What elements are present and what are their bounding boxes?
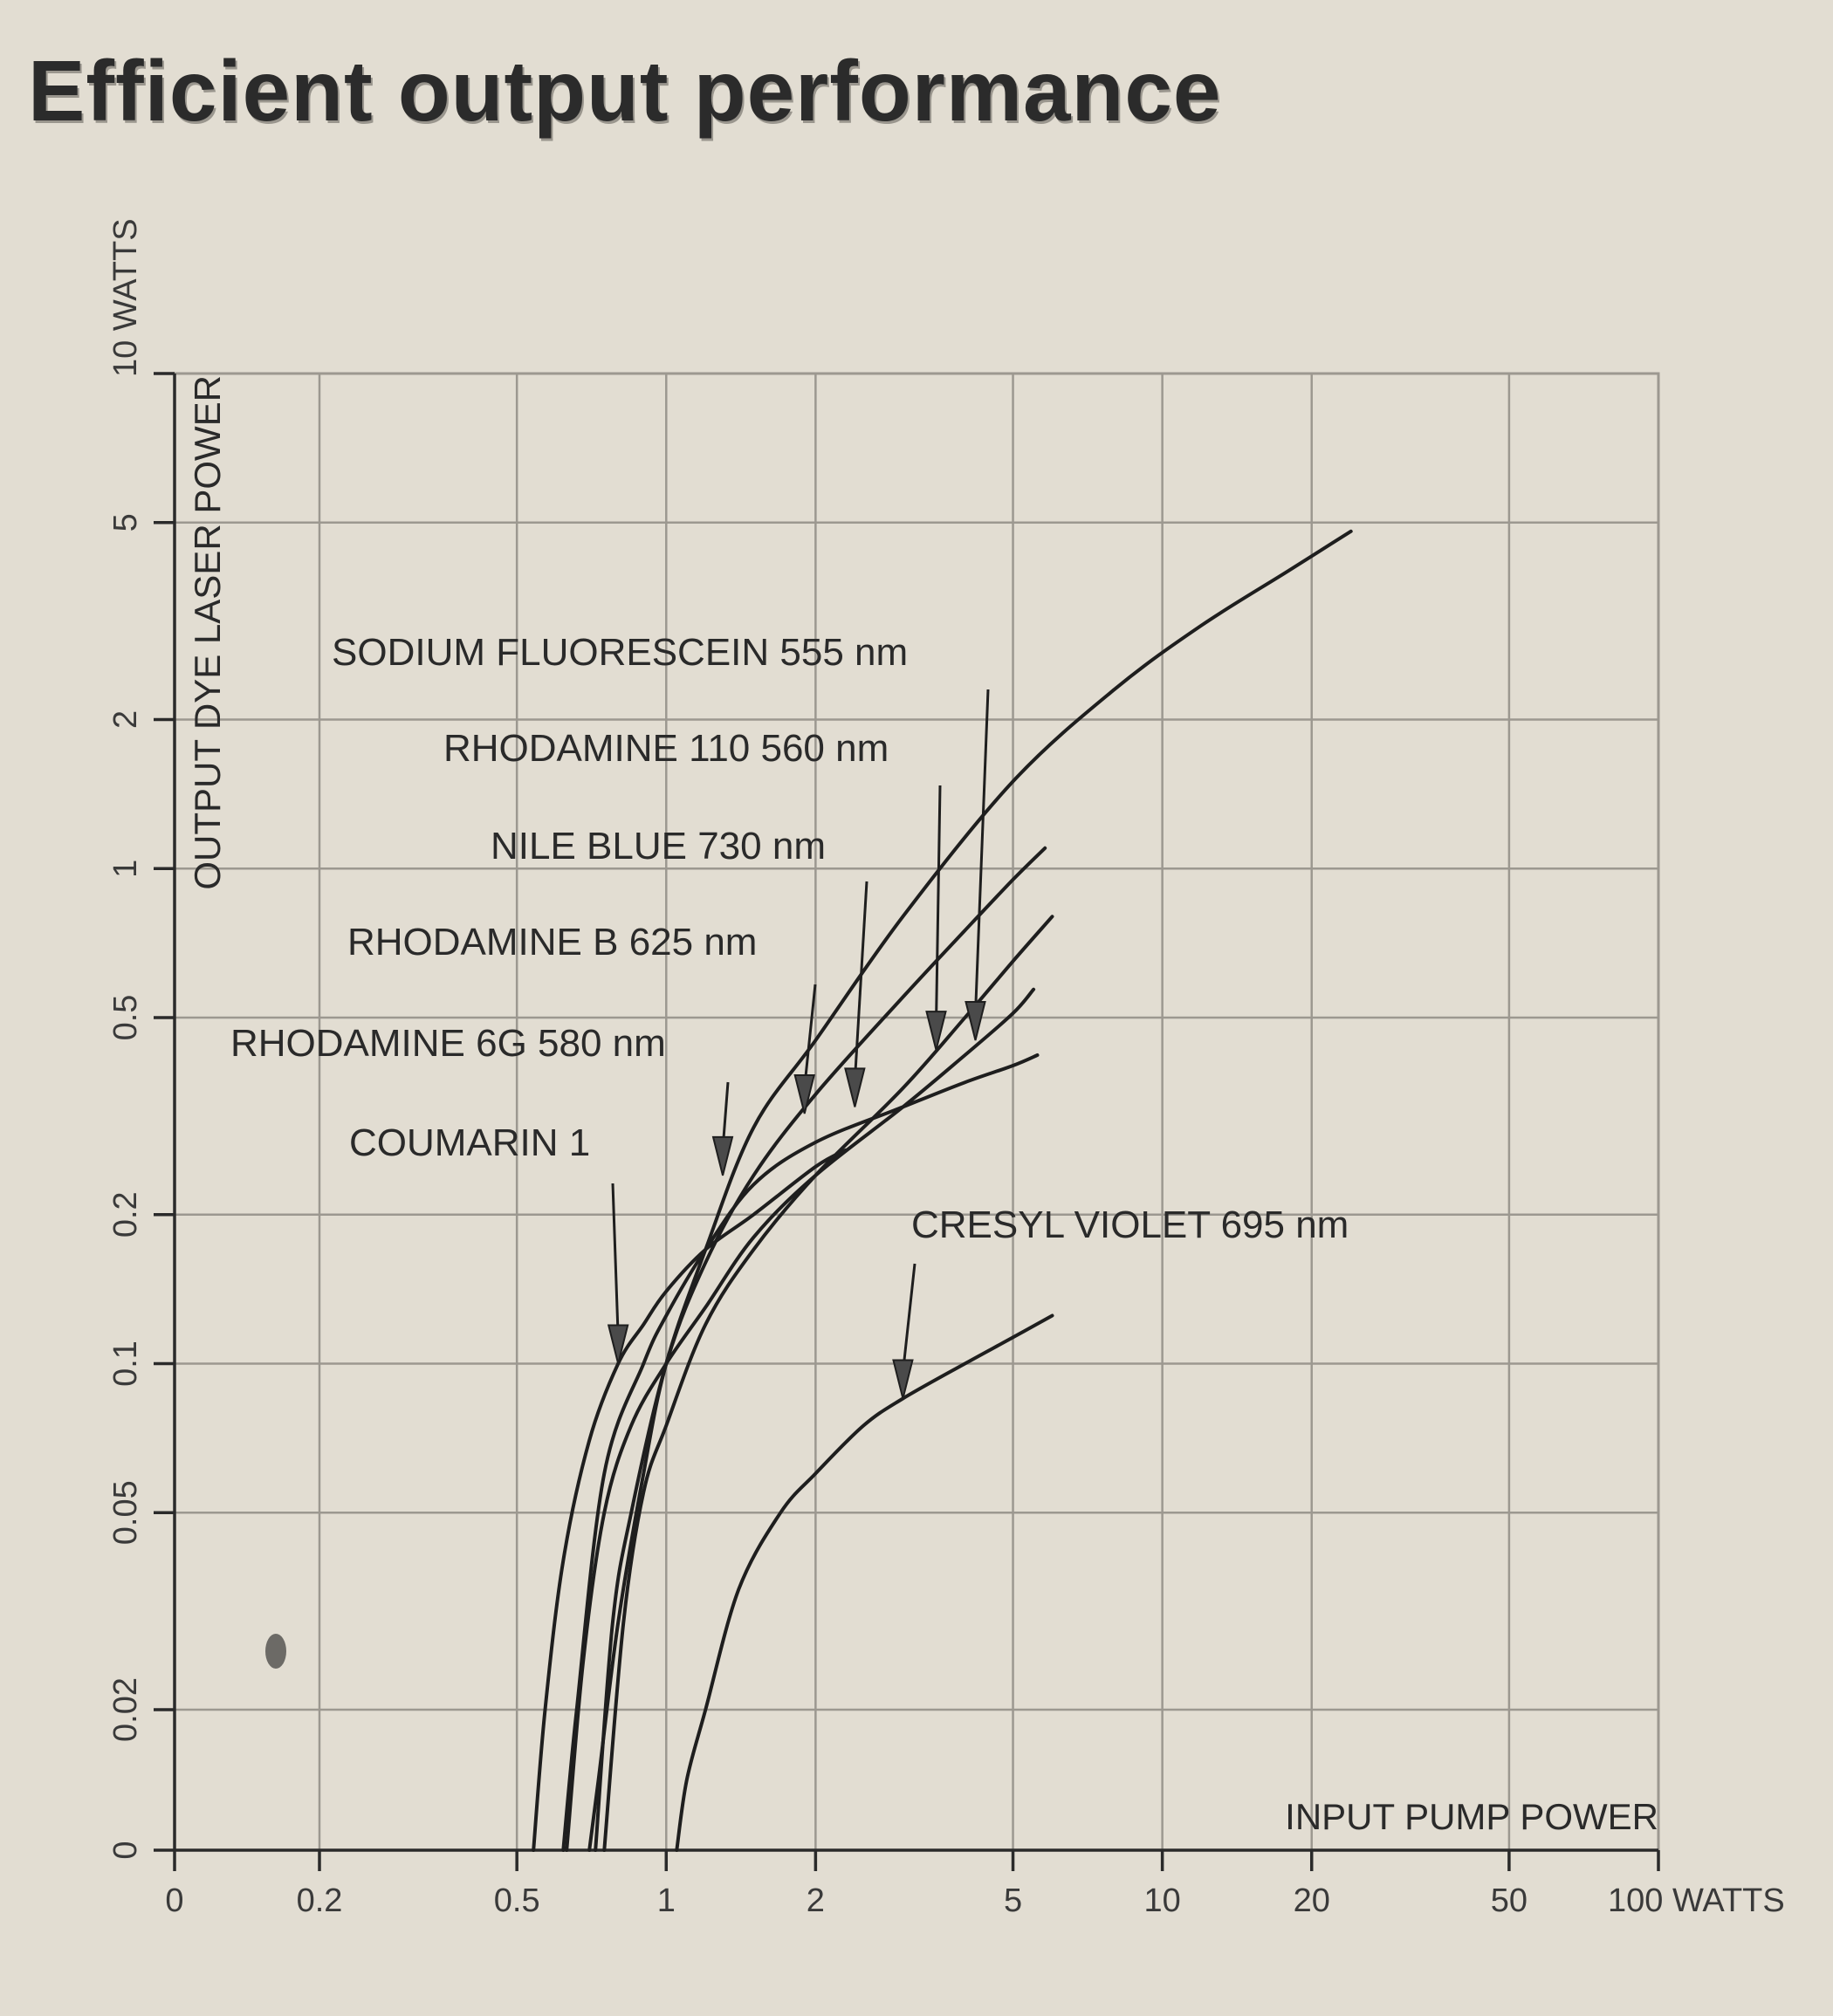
x-tick-label: 20 [1294,1882,1330,1919]
annotation-arrow-line [901,1263,916,1373]
annotation-arrowhead [925,1011,947,1051]
annotation-arrowhead [844,1067,866,1107]
y-tick-label: 0.2 [107,1191,144,1238]
annotation-label: COUMARIN 1 [349,1121,590,1164]
series-line-6 [675,1313,1054,1852]
series-line-5 [532,1148,848,1852]
annotation-label: RHODAMINE B 625 nm [347,921,757,963]
annotation-label: CRESYL VIOLET 695 nm [911,1203,1349,1246]
x-tick-label: 10 [1143,1882,1180,1919]
y-axis-title: OUTPUT DYE LASER POWER [187,375,228,890]
x-tick-label: 1 [657,1882,676,1919]
series-line-1 [594,846,1047,1852]
series-line-3 [561,1053,1040,1852]
annotation-arrowhead [965,1000,986,1041]
y-tick-label: 0.05 [107,1480,144,1545]
annotation-label: RHODAMINE 6G 580 nm [230,1022,666,1065]
annotation-arrowhead [892,1359,914,1399]
x-tick-label: 2 [807,1882,825,1919]
x-axis-title: INPUT PUMP POWER [1285,1796,1658,1837]
annotation-arrow-line [853,881,868,1081]
annotation-arrowhead [711,1135,734,1176]
annotation-arrowhead [793,1073,815,1114]
plot-frame [173,372,1660,1852]
y-tick-label: 0.1 [107,1341,144,1387]
y-tick-label: 2 [107,710,144,729]
x-tick-label: 50 [1491,1882,1528,1919]
page-title: Efficient output performance [28,43,1222,139]
annotation-arrow-line [803,984,817,1088]
y-tick-label: 1 [107,860,144,878]
ink-smudge [265,1634,286,1669]
y-tick-label: 10 WATTS [107,218,144,377]
annotation-label: SODIUM FLUORESCEIN 555 nm [332,631,908,674]
x-tick-label: 0 [165,1882,183,1919]
annotation-label: NILE BLUE 730 nm [491,825,826,867]
annotation-label: RHODAMINE 110 560 nm [443,727,889,770]
annotation-arrow-line [611,1183,620,1338]
annotation-arrow-line [934,785,942,1025]
y-tick-label: 5 [107,513,144,531]
series-line-4 [565,987,1036,1852]
x-tick-label: 0.5 [494,1882,540,1919]
x-tick-label: 5 [1004,1882,1022,1919]
y-tick-label: 0.5 [107,995,144,1041]
series-line-0 [587,529,1353,1852]
x-tick-label: 0.2 [297,1882,343,1919]
y-tick-label: 0.02 [107,1677,144,1742]
y-tick-label: 0 [107,1841,144,1859]
annotation-arrowhead [607,1324,629,1364]
x-tick-label: 100 WATTS [1608,1882,1785,1919]
series-line-2 [602,915,1054,1852]
annotation-arrow-line [974,689,990,1015]
